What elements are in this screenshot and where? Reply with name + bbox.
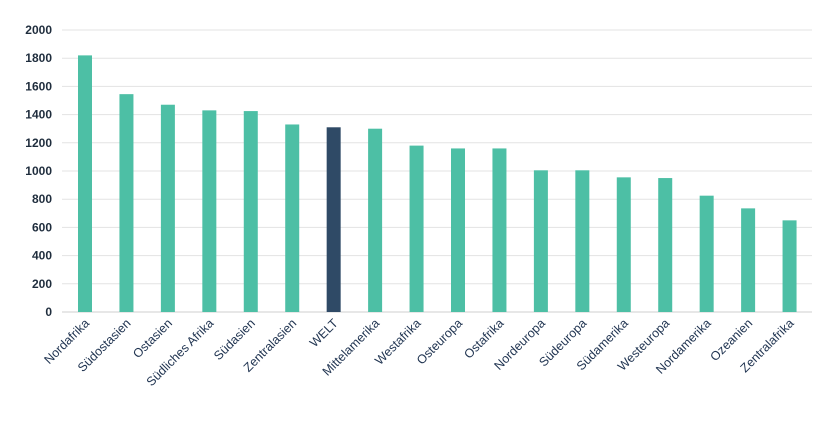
y-tick-label: 1000 (25, 164, 52, 178)
bar-ostasien (160, 104, 175, 312)
bar-südeuropa (575, 170, 590, 312)
bar-südasien (243, 111, 258, 312)
y-tick-label: 600 (32, 220, 52, 234)
y-axis: 0 200 400 600 800 1000 1200 1400 1600 1800 2000 (25, 23, 52, 319)
bars (78, 55, 797, 313)
y-tick-label: 400 (32, 249, 52, 263)
gridlines (62, 29, 812, 313)
y-tick-label: 2000 (25, 23, 52, 37)
bar-zentralafrika (782, 220, 797, 312)
bar-nordamerika (699, 195, 714, 312)
y-tick-label: 200 (32, 277, 52, 291)
y-tick-label: 1200 (25, 136, 52, 150)
bar-ostafrika (492, 148, 507, 312)
y-tick-label: 0 (45, 305, 52, 319)
bar-südliches-afrika (202, 110, 217, 313)
bar-westeuropa (658, 178, 673, 312)
bar-südamerika (616, 177, 631, 312)
bar-ozeanien (741, 208, 756, 312)
bar-zentralasien (285, 124, 300, 312)
bar-südostasien (119, 94, 134, 312)
x-category-label: Osteuropa (414, 316, 465, 367)
bar-mittelamerika (368, 128, 383, 312)
bar-nordafrika (78, 55, 92, 312)
x-category-label: WELT (307, 316, 341, 350)
bar-welt (326, 127, 341, 312)
y-tick-label: 800 (32, 192, 52, 206)
bar-nordeuropa (533, 170, 548, 312)
bar-westafrika (409, 145, 424, 312)
y-tick-label: 1400 (25, 108, 52, 122)
y-tick-label: 1600 (25, 79, 52, 93)
y-tick-label: 1800 (25, 51, 52, 65)
bar-osteuropa (451, 148, 465, 312)
